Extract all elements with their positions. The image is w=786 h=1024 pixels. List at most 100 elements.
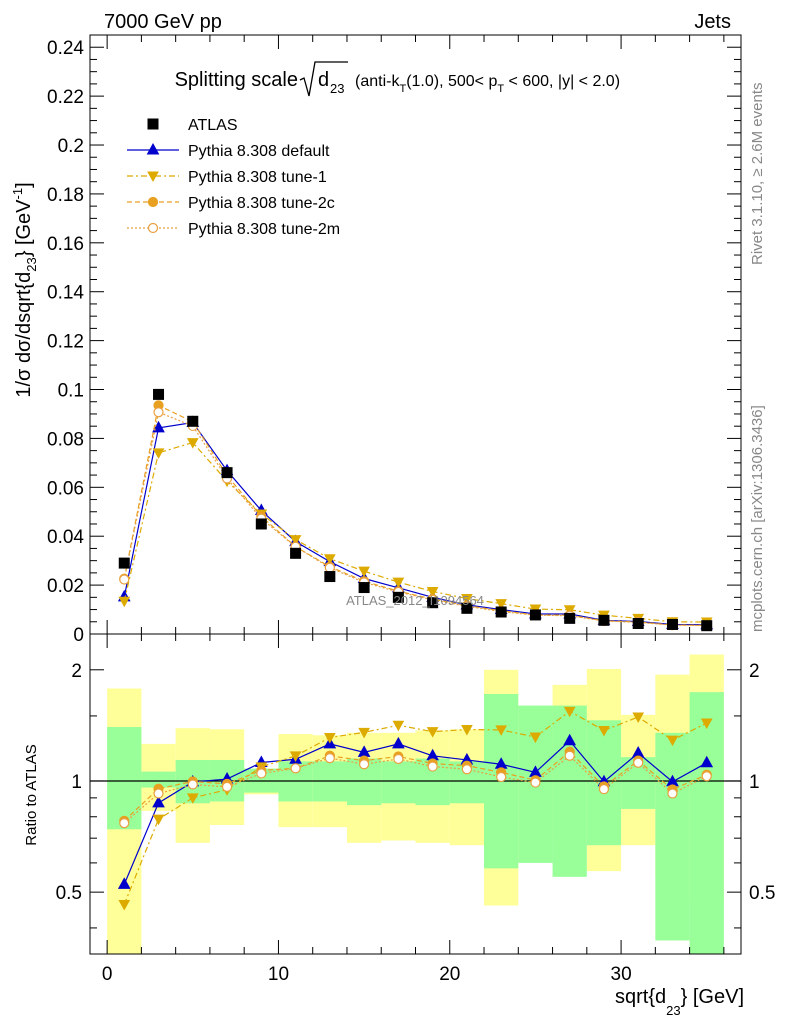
ratio-point-tune1 xyxy=(495,725,508,736)
point-tune1 xyxy=(323,554,336,565)
ratio-point-tune1 xyxy=(152,814,165,826)
main-y-tick-label: 0.24 xyxy=(47,38,84,59)
point-tune1 xyxy=(289,535,302,546)
main-y-tick-label: 0.12 xyxy=(47,332,84,353)
legend-label-default: Pythia 8.308 default xyxy=(188,143,330,160)
point-atlas xyxy=(290,547,302,559)
ratio-point-default xyxy=(700,755,714,768)
ratio-point-tune1 xyxy=(461,725,473,736)
band-inner xyxy=(381,761,416,804)
xlabel-b: } [GeV] xyxy=(681,986,744,1008)
ratio-point-tune2m xyxy=(221,781,233,792)
title-cuts-sub2: T xyxy=(497,83,504,95)
ratio-point-tune1 xyxy=(358,727,370,739)
point-atlas xyxy=(598,614,610,626)
ratio-point-default xyxy=(152,795,165,808)
ratio-line-tune1 xyxy=(123,710,708,905)
main-y-tick-label: 0.16 xyxy=(47,234,84,255)
main-plot-area: 0 0.02 0.04 0.06 0.08 0.1 0.12 0.14 0.16 0.18 0.2 0… xyxy=(47,35,741,646)
ratio-plot-area: 0.5 0.51 12 20 10 20 30 xyxy=(56,634,775,985)
band-inner xyxy=(552,705,587,877)
ratio-point-tune1 xyxy=(289,751,302,762)
ratio-point-tune1 xyxy=(632,712,645,724)
point-tune1 xyxy=(152,448,165,459)
legend-label-data: ATLAS xyxy=(188,117,238,134)
title-cuts-b: (1.0), 500< p xyxy=(406,73,497,90)
xlabel-a: sqrt{d xyxy=(615,986,666,1008)
mcplots-label: mcplots.cern.ch [arXiv:1306.3436] xyxy=(749,405,766,632)
point-atlas xyxy=(392,591,404,603)
ratio-line-default xyxy=(123,739,708,885)
analysis-watermark: ATLAS_2012_I1094564 xyxy=(346,593,484,608)
title-cuts-c: < 600, |y| < 2.0) xyxy=(504,73,620,90)
category-label: Jets xyxy=(694,11,731,33)
ratio-point-tune1 xyxy=(529,732,542,744)
ylabel-main-sup: -1 xyxy=(10,188,25,200)
x-tick-label: 20 xyxy=(439,964,460,985)
legend-marker-tune2m xyxy=(147,222,159,234)
main-y-tick-label: 0.2 xyxy=(58,136,84,157)
energy-label: 7000 GeV pp xyxy=(104,11,222,33)
ylabel-main-b: } [GeV xyxy=(13,199,35,257)
ratio-point-tune2m xyxy=(461,764,472,775)
ratio-y-tick-label-right: 0.5 xyxy=(749,883,775,904)
band-inner xyxy=(655,732,690,941)
legend-label-tune1: Pythia 8.308 tune-1 xyxy=(188,169,327,186)
x-axis-label: sqrt{d23} [GeV] xyxy=(615,986,744,1018)
x-tick-label: 30 xyxy=(611,964,632,985)
title-main: Splitting scale xyxy=(175,69,298,91)
ratio-point-tune1 xyxy=(666,735,679,747)
x-tick-label: 0 xyxy=(102,964,113,985)
point-tune1 xyxy=(118,596,131,608)
ratio-y-tick-label-right: 2 xyxy=(749,661,760,682)
point-tune1 xyxy=(461,594,473,605)
ratio-point-tune2m xyxy=(324,753,335,764)
point-atlas xyxy=(666,618,678,630)
ratio-point-tune2m xyxy=(667,788,678,799)
band-inner xyxy=(141,771,176,788)
ratio-point-default xyxy=(563,733,577,746)
main-y-tick-label: 0.08 xyxy=(47,429,84,450)
point-default xyxy=(152,420,165,433)
point-tune2m xyxy=(324,562,335,573)
xlabel-sub: 23 xyxy=(666,1003,680,1018)
point-atlas xyxy=(461,602,473,614)
point-atlas xyxy=(427,597,439,609)
main-y-tick-label: 0.18 xyxy=(47,185,84,206)
point-tune2m xyxy=(119,574,130,585)
point-tune2m xyxy=(153,407,164,418)
ratio-point-tune2m xyxy=(359,759,370,770)
main-panel: 0 0.02 0.04 0.06 0.08 0.1 0.12 0.14 0.16 0.18 0.2 0… xyxy=(47,34,742,646)
point-atlas xyxy=(118,557,130,569)
ylabel-main-sub: 23 xyxy=(24,257,39,271)
ratio-point-tune2m xyxy=(633,757,644,768)
sqrt-sign xyxy=(299,61,348,97)
ratio-y-tick-label: 0.5 xyxy=(56,883,82,904)
main-y-tick-label: 0.02 xyxy=(47,576,84,597)
point-atlas xyxy=(255,518,267,530)
title-symbol: d xyxy=(318,69,329,91)
main-y-tick-label: 0.14 xyxy=(47,283,84,304)
ratio-point-tune1 xyxy=(598,725,610,737)
ratio-frame xyxy=(89,633,742,955)
ratio-point-tune2m xyxy=(187,779,198,790)
ratio-point-default xyxy=(117,877,131,889)
ratio-point-tune2m xyxy=(256,768,267,779)
ratio-y-tick-label: 1 xyxy=(71,772,82,793)
point-atlas xyxy=(187,415,199,427)
main-y-tick-label: 0.06 xyxy=(47,478,84,499)
series-line-default xyxy=(123,421,707,626)
main-y-tick-label: 0 xyxy=(73,625,84,646)
ratio-point-tune2m xyxy=(427,761,438,772)
title-cuts-sub: T xyxy=(399,83,406,95)
ratio-point-tune2m xyxy=(393,753,404,765)
band-inner xyxy=(107,726,142,830)
plot-title: Splitting scale d 23 (anti-kT(1.0), 500<… xyxy=(175,61,620,97)
ratio-point-tune2m xyxy=(119,817,130,829)
ratio-point-tune2m xyxy=(701,771,712,782)
series-line-tune2c xyxy=(123,404,707,627)
title-cuts-a: (anti-k xyxy=(355,73,400,90)
point-atlas xyxy=(701,620,713,632)
ratio-point-tune1 xyxy=(186,793,199,804)
